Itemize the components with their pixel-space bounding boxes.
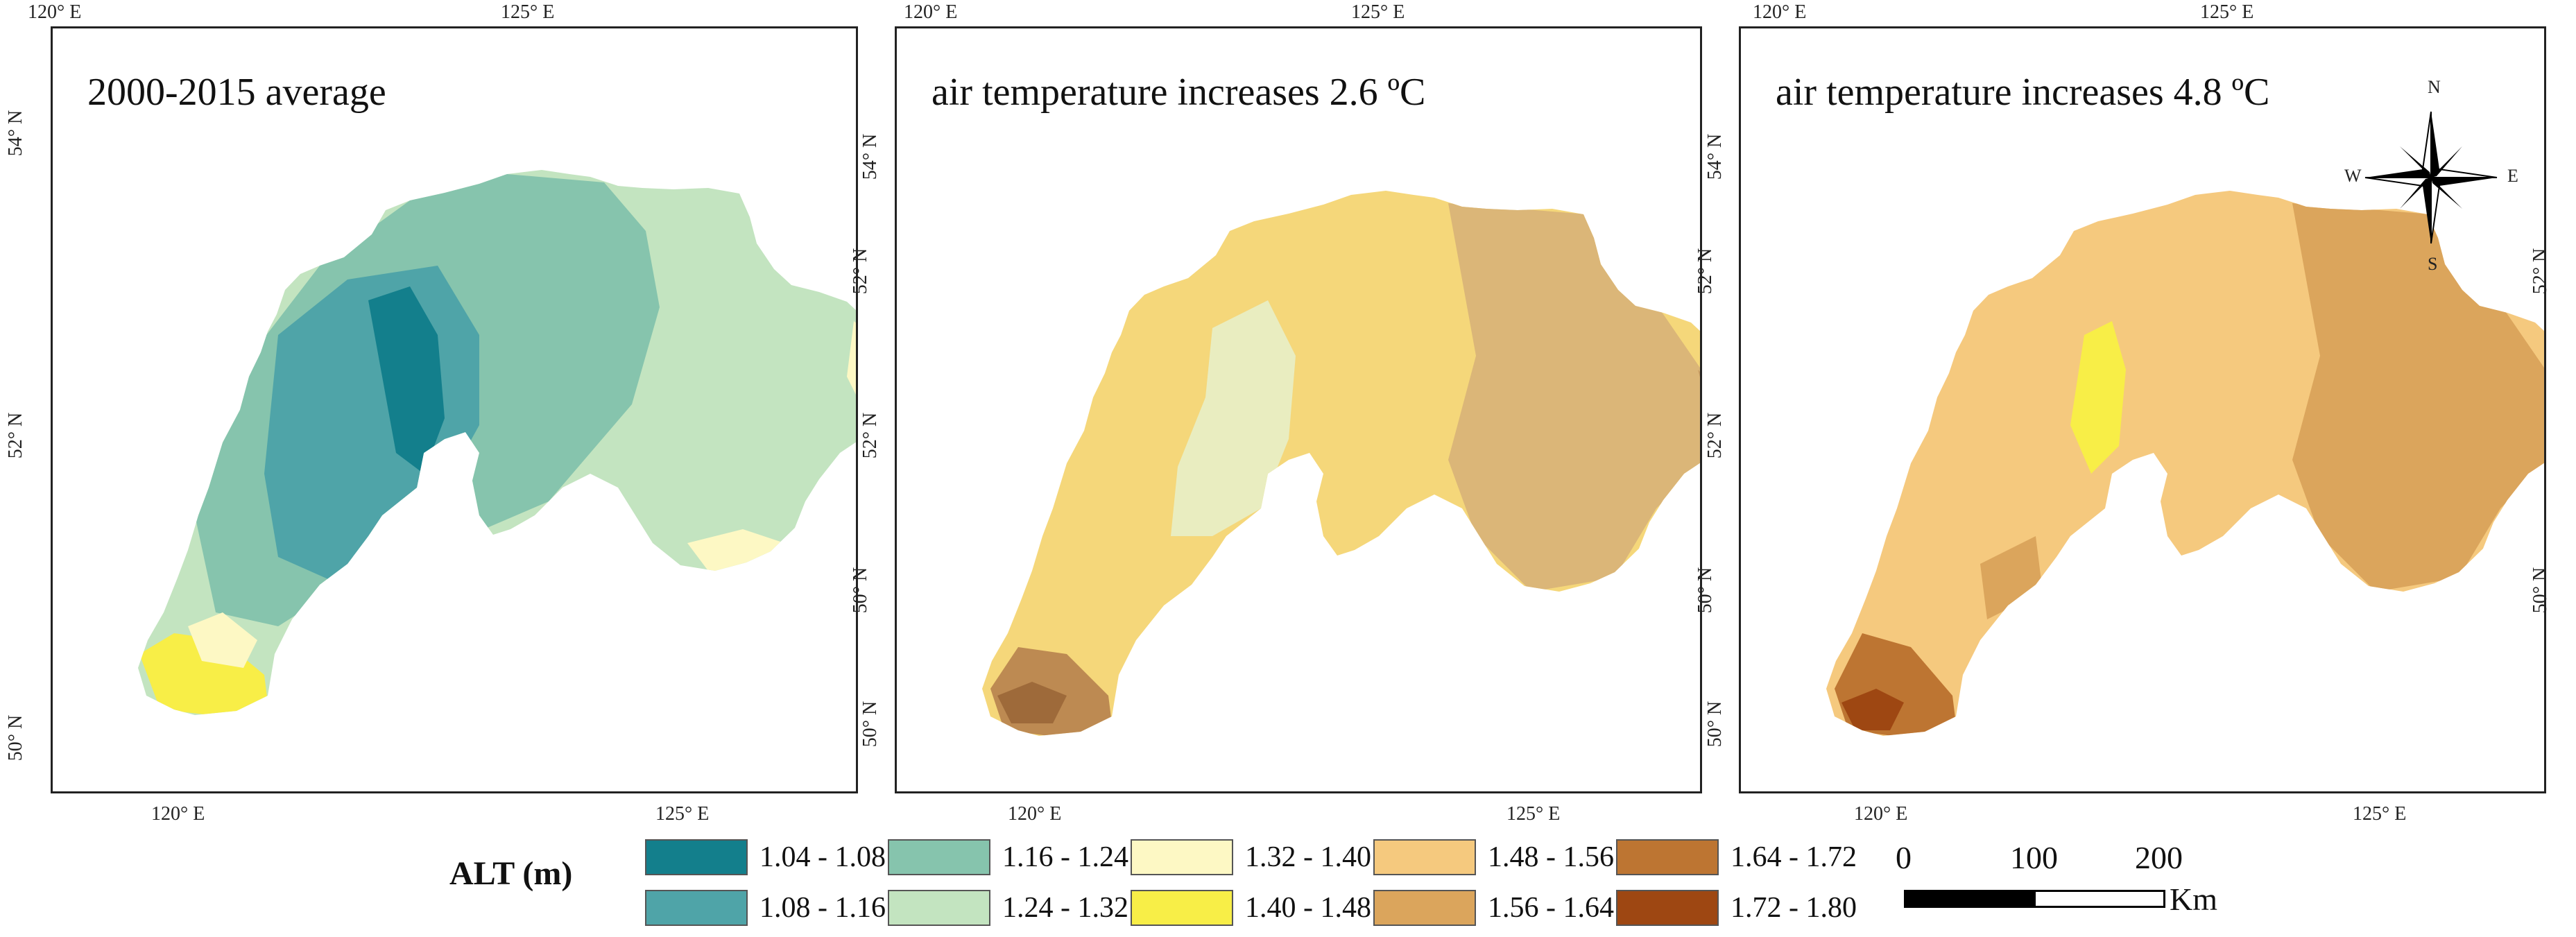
legend-swatch — [1373, 839, 1476, 875]
lat-tick-50: 50° N — [5, 714, 27, 762]
legend-label: 1.56 - 1.64 — [1488, 892, 1614, 924]
compass-n-label: N — [2428, 77, 2441, 97]
legend-label: 1.16 - 1.24 — [1002, 841, 1128, 873]
lat-tick-52: 52° N — [5, 412, 27, 459]
lon-tick-bottom-120: 120° E — [151, 803, 205, 825]
legend-label: 1.64 - 1.72 — [1731, 841, 1857, 873]
lon-tick-bottom-125: 125° E — [1506, 803, 1561, 825]
legend-label: 1.32 - 1.40 — [1245, 841, 1371, 873]
map-panel-3: air temperature increases 4.8 ºC N S E W — [1739, 26, 2546, 793]
scale-bar-white — [2034, 890, 2165, 908]
lat-tick-54: 54° N — [5, 110, 27, 157]
lat-tick-50: 50° N — [1694, 567, 1717, 614]
lon-tick-top-120: 120° E — [1753, 1, 1807, 23]
legend-label: 1.72 - 1.80 — [1731, 892, 1857, 924]
scale-unit: Km — [2170, 882, 2217, 917]
compass-w-label: W — [2344, 166, 2362, 186]
lon-tick-top-125: 125° E — [1351, 1, 1405, 23]
legend-title: ALT (m) — [449, 855, 573, 892]
lon-tick-top-120: 120° E — [904, 1, 958, 23]
lat-tick-52: 52° N — [850, 248, 872, 295]
lon-tick-top-125: 125° E — [501, 1, 555, 23]
panel-title: air temperature increases 4.8 ºC — [1776, 71, 2270, 114]
legend-swatch — [1616, 890, 1719, 926]
lat-tick-52: 52° N — [859, 412, 882, 459]
legend-label: 1.08 - 1.16 — [759, 892, 886, 924]
legend-swatch — [1373, 890, 1476, 926]
scale-label-0: 0 — [1896, 840, 1912, 875]
lon-tick-bottom-125: 125° E — [2353, 803, 2407, 825]
legend-swatch — [1616, 839, 1719, 875]
legend-label: 1.24 - 1.32 — [1002, 892, 1128, 924]
alt-map-plus-4-8 — [1826, 191, 2544, 736]
lat-tick-54: 54° N — [1704, 133, 1726, 180]
legend-label: 1.40 - 1.48 — [1245, 892, 1371, 924]
legend-swatch — [888, 890, 990, 926]
panel-title: air temperature increases 2.6 ºC — [931, 71, 1426, 114]
alt-map-plus-2-6 — [982, 191, 1700, 736]
legend-swatch — [645, 839, 748, 875]
legend-label: 1.48 - 1.56 — [1488, 841, 1614, 873]
lon-tick-top-120: 120° E — [28, 1, 82, 23]
lat-tick-50: 50° N — [2530, 567, 2552, 614]
scale-label-200: 200 — [2135, 840, 2183, 875]
map-panel-1: 2000-2015 average — [51, 26, 858, 793]
lon-tick-top-125: 125° E — [2200, 1, 2254, 23]
legend-label: 1.04 - 1.08 — [759, 841, 886, 873]
lat-tick-52: 52° N — [2530, 248, 2552, 295]
legend-swatch — [645, 890, 748, 926]
lon-tick-bottom-120: 120° E — [1854, 803, 1908, 825]
lat-tick-54: 54° N — [859, 133, 882, 180]
lon-tick-bottom-120: 120° E — [1008, 803, 1062, 825]
lat-tick-50: 50° N — [859, 700, 882, 748]
legend-swatch — [888, 839, 990, 875]
compass-s-label: S — [2428, 254, 2438, 274]
legend-swatch — [1131, 890, 1233, 926]
lat-tick-50: 50° N — [850, 567, 872, 614]
scale-label-100: 100 — [2010, 840, 2058, 875]
panel-title: 2000-2015 average — [87, 71, 386, 114]
lat-tick-52: 52° N — [1704, 412, 1726, 459]
alt-map-baseline — [138, 170, 856, 715]
north-arrow-icon — [2364, 111, 2498, 244]
legend-swatch — [1131, 839, 1233, 875]
compass-e-label: E — [2507, 166, 2518, 186]
scale-bar-black — [1904, 890, 2036, 908]
lat-tick-52: 52° N — [1694, 248, 1717, 295]
lat-tick-50: 50° N — [1704, 700, 1726, 748]
map-panel-2: air temperature increases 2.6 ºC — [895, 26, 1702, 793]
lon-tick-bottom-125: 125° E — [655, 803, 710, 825]
